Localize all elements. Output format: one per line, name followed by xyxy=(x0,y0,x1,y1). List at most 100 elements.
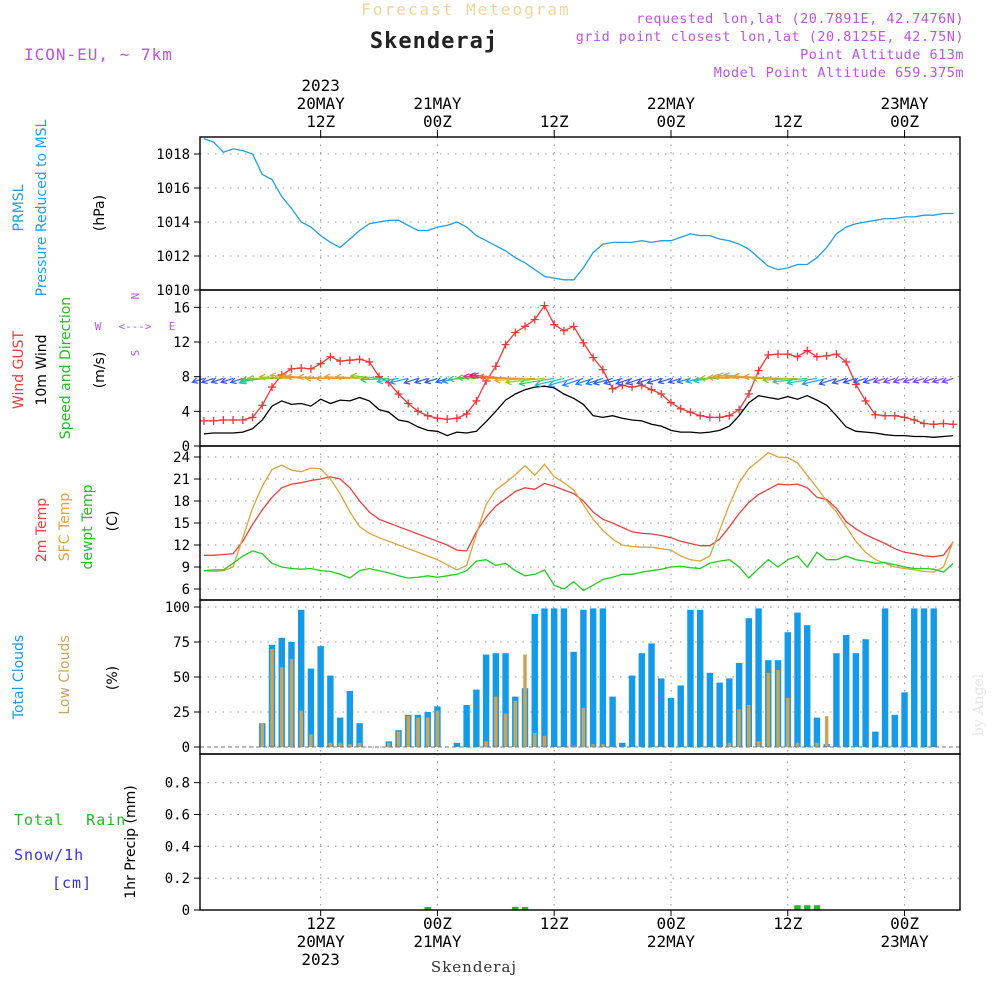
cloud-bar-1 xyxy=(766,672,771,747)
wind-arrow xyxy=(210,377,224,384)
cloud-bar-1 xyxy=(795,742,800,747)
y-tick-label: 1010 xyxy=(156,283,190,299)
cloud-bar-1 xyxy=(532,733,537,747)
y-tick-label: 0 xyxy=(182,903,190,919)
gust-marker xyxy=(491,362,500,371)
gust-marker xyxy=(589,353,598,362)
cloud-bar-1 xyxy=(348,744,352,747)
gust-marker xyxy=(735,405,744,414)
cloud-bar-1 xyxy=(338,742,342,747)
gust-marker xyxy=(306,364,315,373)
cloud-bar-0 xyxy=(463,705,470,747)
cloud-label-low: Low Clouds xyxy=(57,635,73,714)
cloud-bar-1 xyxy=(416,717,420,747)
y-tick-label: 0.6 xyxy=(165,807,190,823)
gust-marker xyxy=(229,416,238,424)
cloud-bar-0 xyxy=(473,689,480,747)
gust-marker xyxy=(579,338,588,347)
gust-marker xyxy=(764,351,773,359)
wind-arrow xyxy=(574,377,594,386)
panel-2: 6 9 12 15 18 21 24 xyxy=(173,445,961,601)
gust-marker xyxy=(559,326,568,335)
wind-arrow xyxy=(423,377,438,385)
gust-marker xyxy=(258,401,267,410)
y-tick-label: 24 xyxy=(173,450,190,466)
cloud-bar-1 xyxy=(357,742,362,747)
cloud-bar-0 xyxy=(813,717,821,747)
temp-label-2m: 2m Temp xyxy=(34,498,50,562)
cloud-bar-1 xyxy=(435,710,440,747)
gust-marker xyxy=(462,409,471,418)
cloud-bar-0 xyxy=(609,696,616,747)
cloud-bar-1 xyxy=(309,734,313,747)
wind-arrow xyxy=(902,377,915,384)
wind-arrow xyxy=(667,377,681,385)
y-tick-label: 0.4 xyxy=(165,839,190,855)
cloud-bar-0 xyxy=(677,685,684,747)
wind-arrow xyxy=(750,374,788,382)
wind-arrow xyxy=(676,377,691,385)
wind-label-gust: Wind GUST xyxy=(11,330,27,409)
wind-arrow xyxy=(716,372,749,380)
cloud-bar-1 xyxy=(756,741,761,747)
y-tick-label: 15 xyxy=(173,516,190,532)
gust-marker xyxy=(666,398,675,407)
cloud-bar-1 xyxy=(747,705,751,747)
gust-marker xyxy=(423,411,432,420)
y-tick-label: 1018 xyxy=(156,147,190,163)
bottom-time-label: 12Z xyxy=(540,914,569,933)
y-tick-label: 0 xyxy=(182,439,190,455)
wind-arrow xyxy=(892,377,905,384)
series-line-1 xyxy=(203,451,954,573)
bottom-time-label: 00Z xyxy=(423,914,452,933)
cloud-bar-0 xyxy=(638,653,646,747)
cloud-bar-0 xyxy=(901,692,908,747)
precip-bar-0 xyxy=(424,907,431,910)
precip-bar-0 xyxy=(813,905,821,910)
wind-arrow xyxy=(220,377,234,384)
info-point-altitude: Point Altitude 613m xyxy=(800,47,964,63)
precip-bar-0 xyxy=(521,907,529,910)
wind-arrow xyxy=(912,377,925,384)
top-time-label: 00Z xyxy=(890,112,919,131)
y-tick-label: 16 xyxy=(173,300,190,316)
gust-marker xyxy=(715,413,724,422)
panel-frame xyxy=(199,136,961,291)
top-time-label: 12Z xyxy=(773,112,802,131)
cloud-bar-1 xyxy=(776,670,780,747)
gust-marker xyxy=(939,419,948,428)
wind-arrow xyxy=(375,377,399,385)
panel-1: 0 4 8 12 16 xyxy=(173,289,961,455)
wind-arrow xyxy=(831,377,847,385)
cloud-bar-1 xyxy=(279,667,284,747)
cloud-bar-0 xyxy=(628,675,636,747)
panel-frame xyxy=(199,289,961,447)
product-title: Forecast Meteogram xyxy=(361,0,570,19)
gust-marker xyxy=(316,359,325,368)
cloud-unit: (%) xyxy=(105,666,121,690)
y-tick-label: 50 xyxy=(173,670,190,686)
wind-arrow xyxy=(484,374,525,382)
location-title: Skenderaj xyxy=(370,29,498,54)
panel-3: 0 25 50 75 100 xyxy=(165,599,961,756)
cloud-bar-0 xyxy=(862,639,869,747)
cloud-bar-1 xyxy=(387,742,391,747)
cloud-bar-0 xyxy=(317,646,324,747)
cloud-bar-1 xyxy=(581,707,586,747)
gust-marker xyxy=(900,413,909,422)
y-tick-label: 1016 xyxy=(156,181,190,197)
gust-marker xyxy=(696,411,705,420)
cloud-bar-0 xyxy=(531,614,538,747)
series-line-1 xyxy=(203,385,954,438)
cloud-bar-1 xyxy=(299,710,303,747)
temp-label-sfc: SFC Temp xyxy=(57,493,73,562)
wind-arrow xyxy=(646,377,662,385)
gust-marker xyxy=(355,355,364,364)
cloud-bar-0 xyxy=(745,618,753,747)
gust-marker xyxy=(238,416,247,424)
cloud-bar-1 xyxy=(542,735,547,747)
top-time-label: 12Z xyxy=(540,112,569,131)
wind-arrow xyxy=(413,377,428,385)
gust-marker xyxy=(822,351,831,360)
gust-marker xyxy=(754,366,763,375)
